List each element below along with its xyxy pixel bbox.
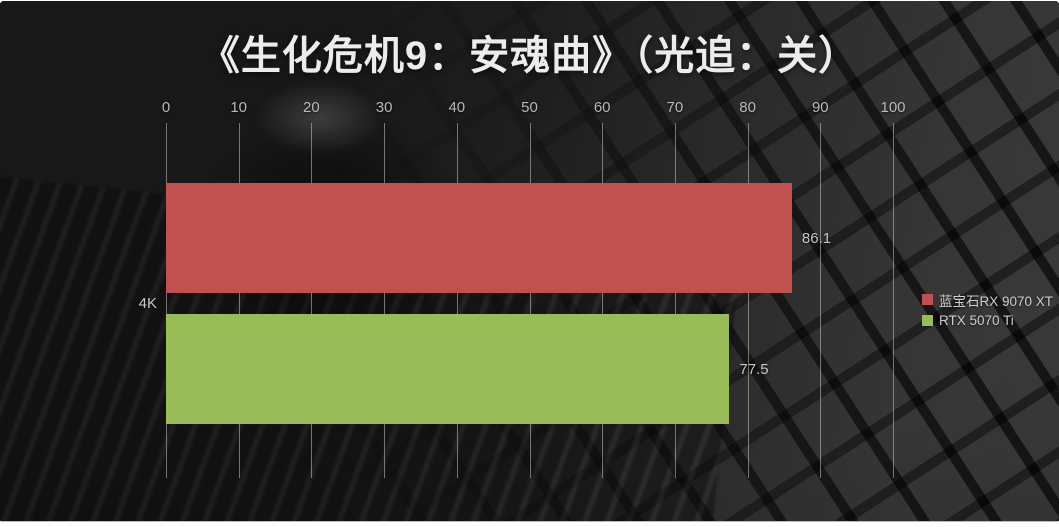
gridline [311,123,313,478]
gridline [747,123,749,478]
gridline [893,123,894,478]
gridline [820,123,822,478]
gridline [456,123,458,478]
top-edge-highlight [0,0,1059,1]
x-tick-label: 10 [230,99,248,116]
bar-rtx-5070-ti [166,314,730,424]
x-tick-label: 100 [880,99,906,116]
gridline [166,123,167,478]
x-tick-label: 90 [811,99,829,116]
bar-rx-9070-xt [166,183,792,293]
legend-label-rx-9070-xt: 蓝宝石RX 9070 XT [939,293,1054,309]
legend-label-rtx-5070-ti: RTX 5070 Ti [939,313,1014,328]
gridline [529,123,531,478]
bar-value-rx-9070-xt: 86.1 [801,229,832,247]
bar-row-rx-9070-xt: 86.1 [166,183,1059,293]
gridline [674,123,676,478]
x-tick-label: 30 [375,99,393,116]
category-label-4k: 4K [138,295,157,312]
legend-item-rx-9070-xt: 蓝宝石RX 9070 XT [922,289,1053,310]
legend-swatch-green [922,315,933,326]
x-tick-label: 70 [666,99,684,116]
gridline [238,123,240,478]
x-tick-label: 80 [739,99,756,116]
x-tick-label: 0 [161,99,171,116]
legend-swatch-red [922,294,933,305]
x-tick-label: 20 [303,99,320,116]
gridline [602,123,604,478]
bar-row-rtx-5070-ti: 77.5 [166,314,1059,424]
chart-title: 《生化危机9：安魂曲》（光追：关） [199,34,860,78]
watch-highlight [255,81,385,156]
bar-value-rtx-5070-ti: 77.5 [739,360,769,378]
x-tick-label: 40 [448,99,466,116]
chart-legend: 蓝宝石RX 9070 XT RTX 5070 Ti [922,289,1053,331]
x-tick-label: 60 [593,99,611,116]
x-tick-label: 50 [521,99,538,116]
legend-item-rtx-5070-ti: RTX 5070 Ti [922,310,1053,331]
gridline [384,123,386,478]
